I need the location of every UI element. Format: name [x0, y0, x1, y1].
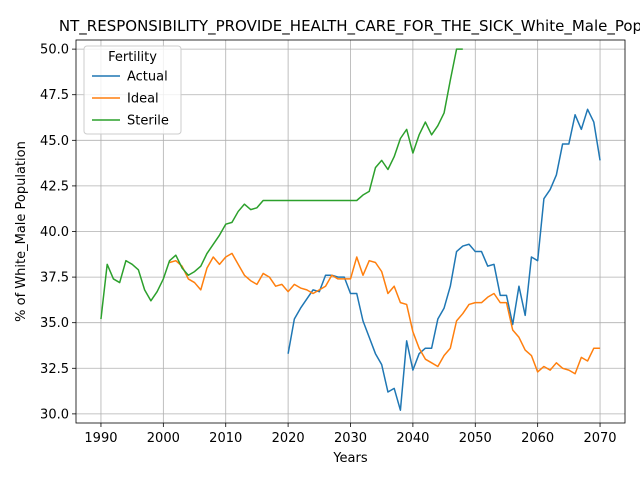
- series-line-ideal: [169, 252, 601, 375]
- y-tick-label: 42.5: [40, 179, 69, 194]
- legend-title: Fertility: [108, 50, 157, 65]
- x-axis-label: Years: [332, 451, 368, 466]
- x-tick-label: 2030: [334, 431, 367, 446]
- series-layer: [100, 48, 601, 411]
- y-tick-label: 37.5: [40, 271, 69, 286]
- legend-box: [83, 45, 182, 135]
- tick-layer: 1990 2000 2010 2020 2030 2040 2050 2060 2070 30.0…: [40, 43, 617, 446]
- x-tick-label: 2000: [147, 431, 180, 446]
- y-axis-label: % of White_Male Population: [14, 141, 29, 322]
- y-tick-label: 35.0: [40, 316, 69, 331]
- legend-label-actual: Actual: [127, 70, 168, 85]
- y-tick-label: 40.0: [40, 225, 69, 240]
- legend: Fertility Actual Ideal Sterile: [83, 45, 182, 135]
- legend-label-ideal: Ideal: [127, 92, 159, 107]
- y-tick-label: 50.0: [40, 43, 69, 58]
- x-tick-label: 1990: [84, 431, 117, 446]
- x-tick-label: 2020: [272, 431, 305, 446]
- y-tick-label: 47.5: [40, 88, 69, 103]
- x-tick-label: 2060: [521, 431, 554, 446]
- legend-items: Actual Ideal Sterile: [92, 70, 169, 129]
- series-line-actual: [287, 108, 601, 411]
- y-tick-label: 30.0: [40, 407, 69, 422]
- x-tick-label: 2010: [209, 431, 242, 446]
- y-tick-label: 45.0: [40, 134, 69, 149]
- x-tick-label: 2070: [583, 431, 616, 446]
- x-tick-label: 2040: [396, 431, 429, 446]
- chart-title: NT_RESPONSIBILITY_PROVIDE_HEALTH_CARE_FO…: [59, 17, 640, 36]
- series-line-sterile: [100, 48, 463, 320]
- x-tick-label: 2050: [459, 431, 492, 446]
- legend-label-sterile: Sterile: [127, 114, 169, 129]
- y-tick-label: 32.5: [40, 362, 69, 377]
